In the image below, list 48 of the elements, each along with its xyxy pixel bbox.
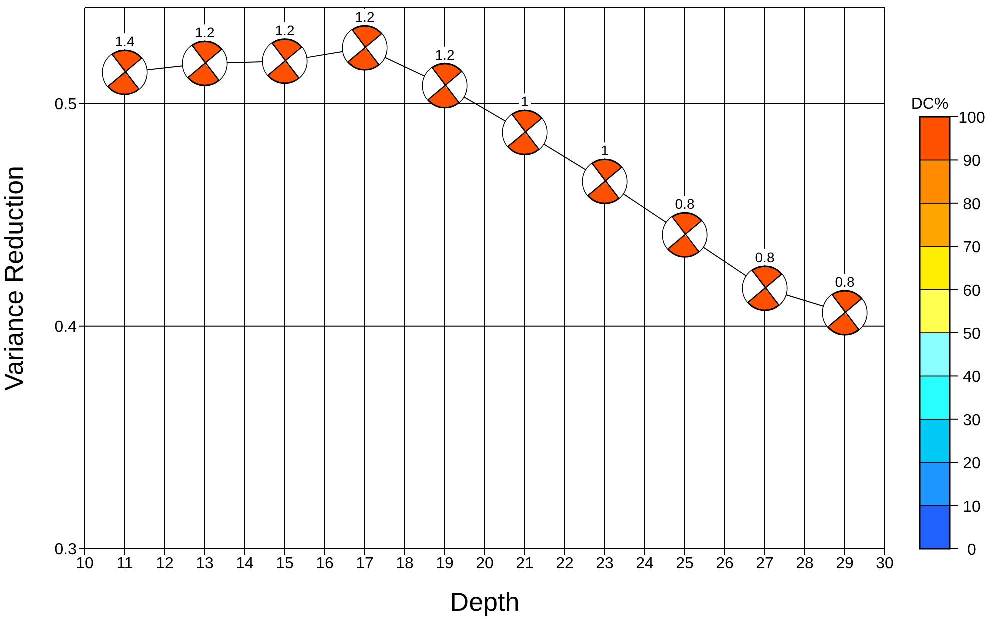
color-bar-label: 70 [963, 240, 981, 257]
x-tick-label: 13 [196, 555, 214, 572]
x-tick-label: 30 [876, 555, 894, 572]
x-tick-label: 29 [836, 555, 854, 572]
color-bar-label: 100 [958, 110, 986, 127]
x-tick-label: 25 [676, 555, 694, 572]
x-tick-label: 17 [356, 555, 374, 572]
annotation: 1 [521, 94, 530, 110]
color-bar-label: 10 [963, 498, 981, 516]
x-tick-label: 28 [796, 555, 814, 572]
y-tick-label: 0.5 [54, 96, 78, 114]
annotation: 1.4 [115, 34, 135, 50]
x-tick-label: 14 [236, 555, 254, 572]
x-tick-label: 27 [756, 555, 774, 572]
color-bar-title: DC% [911, 96, 949, 113]
color-bar-label: 20 [963, 456, 981, 473]
annotation: 1.2 [275, 22, 295, 38]
y-tick-label: 0.3 [54, 542, 78, 559]
x-tick-label: 10 [76, 555, 94, 572]
annotation: 1.2 [355, 9, 375, 26]
x-tick-label: 21 [516, 555, 534, 572]
x-tick-label: 15 [276, 555, 294, 572]
annotation: 0.8 [675, 196, 695, 212]
x-tick-label: 18 [396, 555, 414, 572]
x-tick-label: 16 [316, 555, 334, 572]
x-tick-label: 12 [156, 555, 174, 572]
x-tick-label: 23 [596, 555, 614, 572]
color-bar-label: 0 [968, 542, 977, 559]
annotation: 1.2 [195, 24, 215, 41]
x-tick-label: 26 [716, 555, 734, 572]
annotation: 1 [601, 142, 610, 159]
color-bar-label: 30 [963, 412, 981, 430]
color-bar-label: 90 [963, 153, 981, 170]
x-axis-title: Depth [450, 587, 520, 617]
annotation: 1.2 [435, 46, 455, 63]
x-tick-label: 19 [436, 555, 454, 572]
y-tick-label: 0.4 [54, 319, 78, 336]
color-bar-label: 80 [963, 196, 981, 214]
x-tick-label: 20 [476, 555, 494, 572]
y-axis-title: Variance Reduction [0, 166, 30, 391]
annotation: 0.8 [755, 250, 775, 266]
x-tick-label: 22 [556, 555, 574, 572]
annotation: 0.8 [835, 274, 855, 290]
x-tick-label: 11 [116, 555, 134, 572]
color-bar-label: 40 [963, 369, 981, 386]
x-tick-label: 24 [636, 555, 654, 572]
color-bar-label: 60 [963, 282, 981, 300]
color-bar-label: 50 [963, 326, 981, 343]
